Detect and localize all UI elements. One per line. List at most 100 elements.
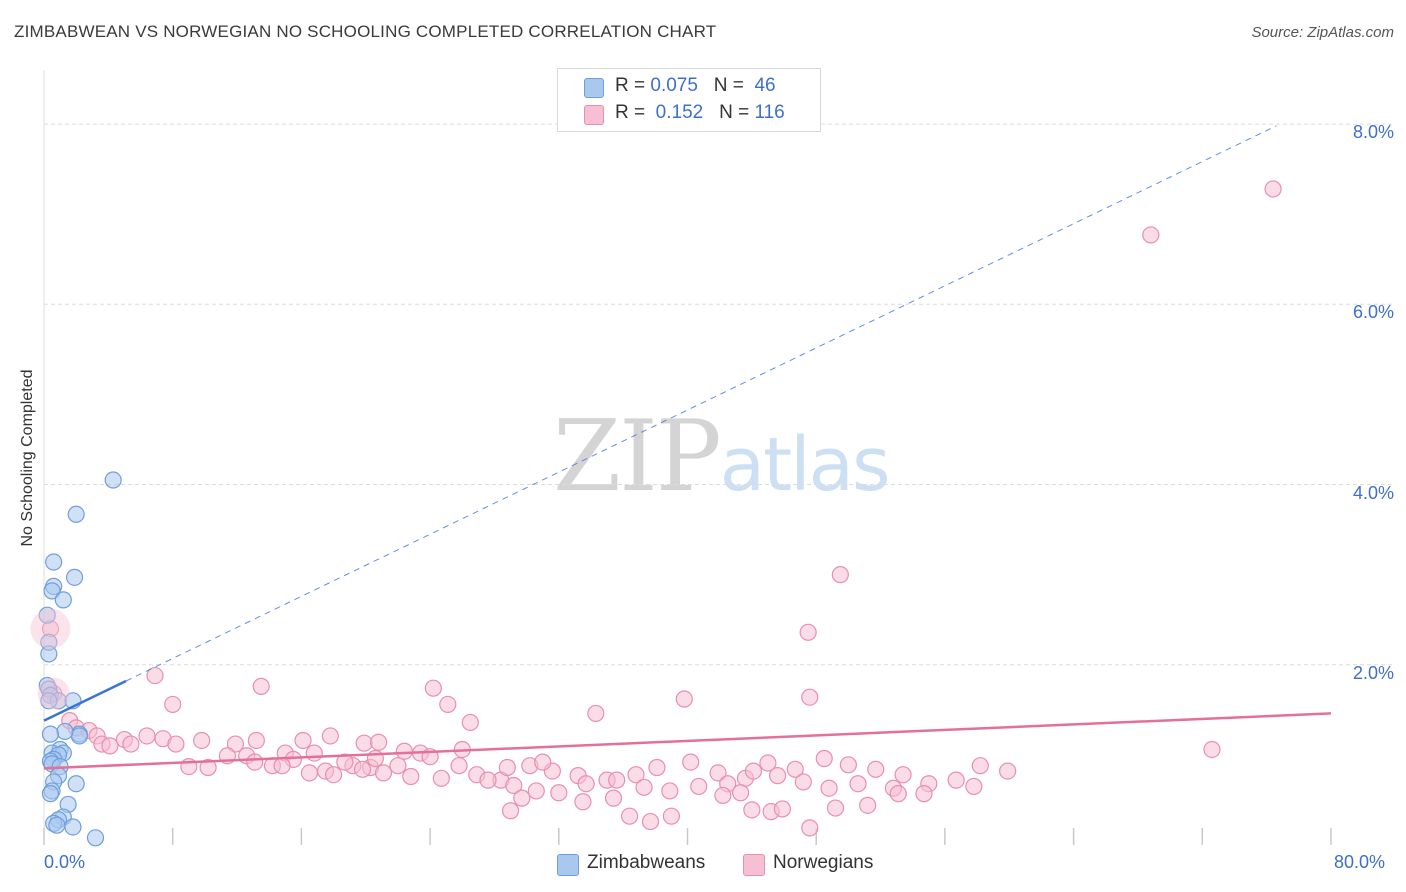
series-swatch-blue <box>557 854 579 876</box>
norwegian-point <box>505 776 523 795</box>
zimbabwean-trend-line <box>43 679 127 722</box>
norwegian-point <box>199 758 217 777</box>
norwegian-point <box>370 733 388 751</box>
norwegian-point <box>759 754 777 772</box>
zimbabwean-trend-extension <box>125 125 1277 682</box>
norwegian-point <box>675 690 693 708</box>
zimbabwean-point <box>40 692 58 710</box>
zimbabwean-point <box>38 606 56 624</box>
norwegian-point <box>744 762 763 780</box>
norwegian-point <box>641 812 660 831</box>
zimbabwean-point <box>64 818 82 836</box>
norwegian-point <box>501 802 520 820</box>
x-tick-label-min: 0.0% <box>44 852 86 872</box>
norwegian-point <box>252 677 270 695</box>
norwegian-point <box>479 771 497 789</box>
norwegian-point <box>164 695 182 714</box>
legend-text: R = 0.075 N = 46 <box>615 75 776 96</box>
norwegian-point <box>389 757 407 775</box>
norwegian-point <box>826 799 845 817</box>
y-tick-label: 6.0% <box>1352 302 1394 323</box>
norwegian-point <box>305 744 323 762</box>
legend-swatch-pink <box>584 105 604 125</box>
norwegian-point <box>167 735 185 753</box>
norwegian-point <box>648 758 666 777</box>
norwegian-point <box>246 753 264 771</box>
norwegian-point <box>999 762 1017 780</box>
norwegian-point <box>1264 180 1282 198</box>
norwegian-point <box>374 764 393 782</box>
legend-r-value: 0.075 <box>650 75 698 96</box>
watermark-zip: ZIP <box>553 400 722 514</box>
norwegian-point <box>820 779 838 797</box>
norwegian-point <box>101 737 119 755</box>
norwegian-point <box>193 731 211 750</box>
zimbabwean-point <box>70 727 88 745</box>
norwegian-point <box>1142 226 1160 244</box>
zimbabwean-point <box>65 568 84 586</box>
norwegian-point <box>894 766 912 784</box>
legend-r-value: 0.152 <box>655 102 704 123</box>
zimbabwean-point <box>41 785 60 803</box>
norwegian-point <box>662 807 681 825</box>
norwegian-point <box>635 778 653 796</box>
norwegian-point <box>915 785 933 803</box>
series-legend: Zimbabweans Norwegians <box>0 852 1406 878</box>
zimbabwean-point <box>43 582 61 600</box>
norwegian-point <box>273 757 291 775</box>
norwegian-point <box>336 753 354 771</box>
y-tick-label: 4.0% <box>1352 482 1394 503</box>
norwegian-cluster <box>37 677 70 710</box>
norwegian-point <box>402 767 420 786</box>
norwegian-cluster <box>30 608 71 649</box>
norwegian-point <box>889 785 907 803</box>
norwegian-point <box>577 775 595 793</box>
norwegian-trend-line <box>43 712 1332 770</box>
source-label: Source: ZipAtlas.com <box>1251 24 1394 41</box>
norwegian-point <box>801 819 819 837</box>
zimbabwean-point <box>54 591 72 609</box>
norwegian-point <box>799 623 817 641</box>
legend-swatch-blue <box>584 78 604 98</box>
norwegian-point <box>849 775 867 793</box>
norwegian-point <box>138 727 156 745</box>
norwegian-point <box>731 784 750 802</box>
correlation-legend: R = 0.075 N = 46 R = 0.152 N = 116 <box>557 68 821 132</box>
y-tick-label: 8.0% <box>1352 122 1394 143</box>
norwegian-point <box>1203 740 1221 759</box>
norwegian-point <box>867 760 885 778</box>
legend-n-value: 116 <box>754 102 785 123</box>
norwegian-point <box>839 756 857 774</box>
norwegian-point <box>965 777 983 796</box>
norwegian-point <box>294 731 312 750</box>
zimbabwean-point <box>86 829 105 847</box>
norwegian-point <box>300 764 319 782</box>
y-tick-label: 2.0% <box>1352 662 1394 683</box>
norwegian-point <box>424 679 442 697</box>
zimbabwean-point <box>40 645 58 663</box>
norwegian-point <box>714 786 732 805</box>
norwegian-point <box>587 704 605 723</box>
zimbabwean-point <box>45 553 63 571</box>
norwegian-point <box>773 800 792 818</box>
norwegian-point <box>947 771 965 789</box>
norwegian-point <box>534 753 552 771</box>
norwegian-point <box>247 731 265 750</box>
norwegian-point <box>355 734 373 752</box>
norwegian-point <box>353 760 372 778</box>
norwegian-point <box>801 688 819 706</box>
norwegian-point <box>971 757 989 775</box>
zimbabwean-point <box>104 471 122 489</box>
norwegian-point <box>226 735 245 753</box>
x-tick-label-max: 80.0% <box>1334 852 1386 872</box>
norwegian-point <box>527 782 545 800</box>
norwegian-point <box>122 735 140 753</box>
norwegian-point <box>815 749 833 768</box>
series-label: Norwegians <box>773 852 874 873</box>
norwegian-point <box>513 789 531 807</box>
norwegian-point <box>432 769 450 787</box>
norwegian-point <box>498 758 516 777</box>
norwegian-point <box>620 807 639 825</box>
zimbabwean-point <box>56 722 74 741</box>
